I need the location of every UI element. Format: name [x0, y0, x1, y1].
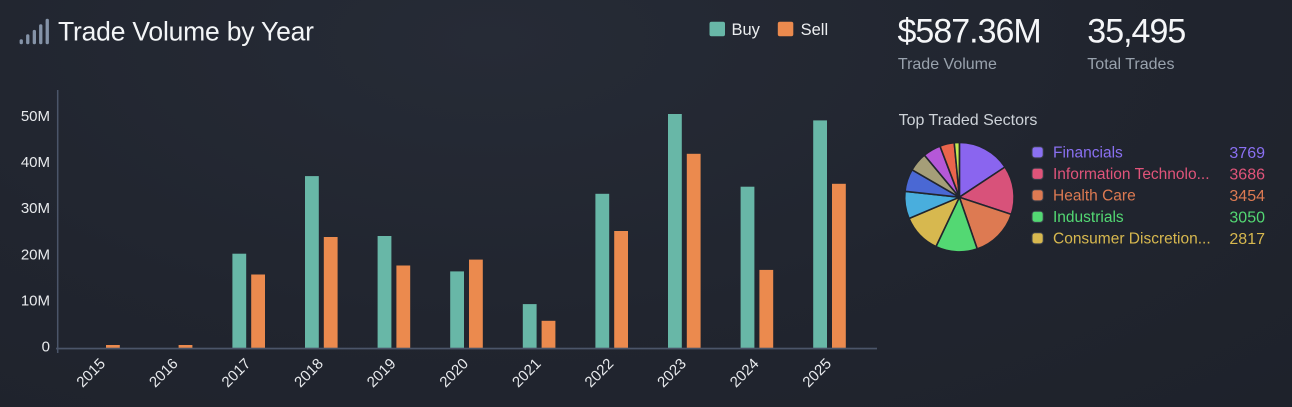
svg-text:Sell: Sell: [801, 21, 829, 39]
svg-text:Health Care: Health Care: [1053, 188, 1136, 205]
svg-text:30M: 30M: [21, 200, 50, 217]
svg-text:20M: 20M: [21, 246, 50, 263]
svg-text:2016: 2016: [146, 355, 182, 391]
svg-text:10M: 10M: [21, 292, 50, 309]
svg-text:Consumer Discretion...: Consumer Discretion...: [1053, 231, 1211, 248]
svg-text:3686: 3686: [1229, 166, 1265, 183]
svg-text:2020: 2020: [436, 355, 472, 391]
svg-text:2024: 2024: [727, 355, 763, 391]
svg-text:Financials: Financials: [1053, 145, 1123, 162]
svg-text:2023: 2023: [654, 355, 690, 391]
svg-text:3454: 3454: [1229, 188, 1265, 205]
svg-text:Buy: Buy: [732, 21, 761, 39]
svg-text:Information Technolo...: Information Technolo...: [1053, 166, 1210, 183]
svg-text:40M: 40M: [21, 154, 50, 171]
svg-text:50M: 50M: [21, 108, 50, 125]
svg-text:2022: 2022: [582, 355, 618, 391]
svg-text:2019: 2019: [364, 355, 400, 391]
svg-text:$587.36M: $587.36M: [898, 12, 1041, 50]
svg-text:3769: 3769: [1229, 145, 1265, 162]
svg-text:2817: 2817: [1229, 231, 1265, 248]
svg-text:3050: 3050: [1229, 209, 1265, 226]
svg-text:35,495: 35,495: [1087, 12, 1185, 50]
svg-text:0: 0: [42, 339, 50, 356]
svg-text:2018: 2018: [291, 355, 327, 391]
svg-text:2025: 2025: [799, 355, 835, 391]
svg-text:Total Trades: Total Trades: [1087, 56, 1174, 73]
svg-text:Trade Volume: Trade Volume: [898, 56, 997, 73]
svg-text:Industrials: Industrials: [1053, 209, 1124, 226]
svg-text:2015: 2015: [73, 355, 109, 391]
svg-text:Trade Volume by Year: Trade Volume by Year: [58, 16, 314, 46]
svg-text:2021: 2021: [509, 355, 545, 391]
svg-text:2017: 2017: [219, 355, 255, 391]
svg-text:Top Traded Sectors: Top Traded Sectors: [899, 112, 1038, 129]
